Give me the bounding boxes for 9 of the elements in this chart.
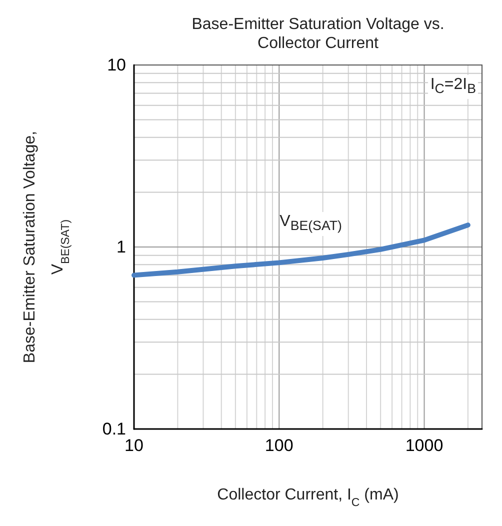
x-tick-label: 100 xyxy=(264,436,294,455)
x-tick-label: 1000 xyxy=(405,436,444,455)
annotation: I$_{C}$=2I$_{B}$ xyxy=(428,75,478,100)
y-tick-label: 10 xyxy=(107,56,126,74)
y-tick-label: 0.1 xyxy=(102,420,126,438)
y-tick-label: 1 xyxy=(116,238,126,256)
chart-title: Base-Emitter Saturation Voltage vs. Collector Current xyxy=(192,16,444,52)
series-label: V$_{BE(SAT)}$ xyxy=(280,212,342,236)
x-tick-label: 10 xyxy=(124,436,144,455)
